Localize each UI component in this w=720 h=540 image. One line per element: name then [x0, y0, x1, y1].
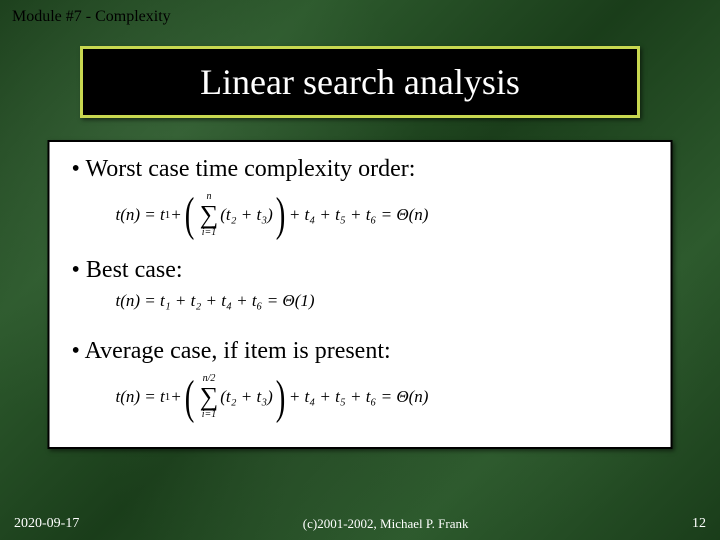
formula-best-full: t(n) = t₁ + t₂ + t₄ + t₆ = Θ(1): [116, 291, 315, 310]
bullet-worst: • Worst case time complexity order:: [72, 156, 649, 183]
sum-block-avg: ( n/2 ∑ i=1 (t₂ + t₃) ): [182, 374, 289, 420]
lparen-b: (: [185, 376, 195, 419]
footer-date: 2020-09-17: [14, 516, 79, 532]
sigma-lower-b: i=1: [202, 410, 217, 420]
lparen: (: [185, 193, 195, 236]
sigma-avg: n/2 ∑ i=1: [200, 374, 219, 420]
sum-body-b: (t₂ + t₃): [220, 386, 273, 408]
formula-best: t(n) = t₁ + t₂ + t₄ + t₆ = Θ(1): [116, 290, 649, 312]
bullet-best-text: Best case:: [86, 257, 183, 283]
rparen: ): [276, 193, 286, 236]
bullet-average-text: Average case, if item is present:: [85, 338, 391, 364]
bullet-best: • Best case:: [72, 257, 649, 284]
footer-page: 12: [692, 516, 706, 532]
formula-worst-lhs: t(n) = t: [116, 204, 165, 226]
sum-block-worst: ( n ∑ i=1 (t₂ + t₃) ): [182, 192, 289, 238]
sigma-symbol-b: ∑: [200, 384, 219, 410]
plus: +: [170, 204, 181, 226]
sigma-worst: n ∑ i=1: [200, 192, 219, 238]
slide-title: Linear search analysis: [103, 61, 617, 103]
footer-copyright: (c)2001-2002, Michael P. Frank: [303, 516, 469, 532]
formula-avg-rhs: + t₄ + t₅ + t₆ = Θ(n): [289, 386, 429, 408]
rparen-b: ): [276, 376, 286, 419]
title-box: Linear search analysis: [80, 46, 640, 118]
formula-worst-rhs: + t₄ + t₅ + t₆ = Θ(n): [289, 204, 429, 226]
sigma-lower: i=1: [202, 228, 217, 238]
formula-worst: t(n) = t1 + ( n ∑ i=1 (t₂ + t₃) ) + t₄ +…: [116, 187, 649, 243]
sigma-symbol: ∑: [200, 202, 219, 228]
formula-average: t(n) = t1 + ( n/2 ∑ i=1 (t₂ + t₃) ) + t₄…: [116, 369, 649, 425]
bullet-average: • Average case, if item is present:: [72, 338, 649, 365]
sum-body: (t₂ + t₃): [220, 204, 273, 226]
content-box: • Worst case time complexity order: t(n)…: [48, 140, 673, 449]
plus-b: +: [170, 386, 181, 408]
footer: 2020-09-17 (c)2001-2002, Michael P. Fran…: [0, 516, 720, 532]
formula-avg-lhs: t(n) = t: [116, 386, 165, 408]
bullet-worst-text: Worst case time complexity order:: [85, 156, 415, 182]
module-header: Module #7 - Complexity: [12, 8, 171, 26]
